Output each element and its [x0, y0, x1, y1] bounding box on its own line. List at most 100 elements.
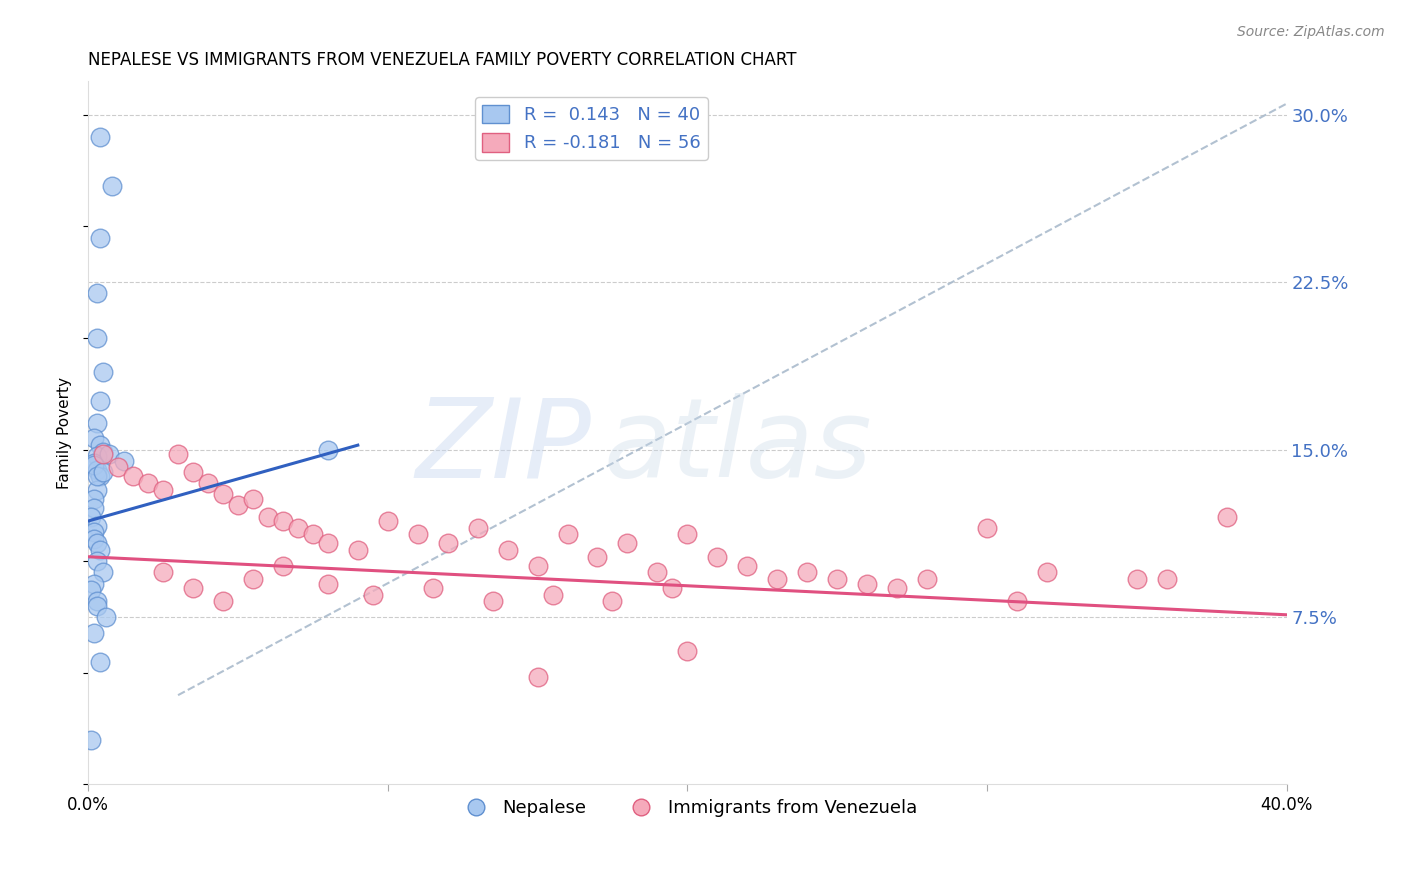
Point — [86, 450, 108, 464]
Point — [242, 491, 264, 506]
Point — [526, 670, 548, 684]
Point — [526, 558, 548, 573]
Point — [496, 543, 519, 558]
Point — [83, 525, 105, 540]
Point — [796, 566, 818, 580]
Point — [80, 509, 103, 524]
Point — [83, 576, 105, 591]
Point — [242, 572, 264, 586]
Point — [1005, 594, 1028, 608]
Point — [83, 500, 105, 515]
Point — [316, 536, 339, 550]
Point — [886, 581, 908, 595]
Point — [89, 655, 111, 669]
Point — [915, 572, 938, 586]
Point — [86, 331, 108, 345]
Point — [271, 558, 294, 573]
Point — [86, 554, 108, 568]
Point — [80, 583, 103, 598]
Point — [167, 447, 190, 461]
Point — [136, 476, 159, 491]
Point — [586, 549, 609, 564]
Text: Source: ZipAtlas.com: Source: ZipAtlas.com — [1237, 25, 1385, 39]
Point — [91, 447, 114, 461]
Point — [86, 518, 108, 533]
Point — [152, 483, 174, 497]
Point — [287, 521, 309, 535]
Point — [152, 566, 174, 580]
Point — [257, 509, 280, 524]
Point — [83, 458, 105, 473]
Point — [602, 594, 624, 608]
Point — [80, 732, 103, 747]
Point — [107, 460, 129, 475]
Point — [89, 230, 111, 244]
Point — [661, 581, 683, 595]
Point — [181, 581, 204, 595]
Point — [406, 527, 429, 541]
Point — [86, 416, 108, 430]
Text: NEPALESE VS IMMIGRANTS FROM VENEZUELA FAMILY POVERTY CORRELATION CHART: NEPALESE VS IMMIGRANTS FROM VENEZUELA FA… — [89, 51, 797, 69]
Point — [436, 536, 458, 550]
Text: ZIP: ZIP — [416, 393, 592, 500]
Point — [89, 469, 111, 483]
Point — [346, 543, 368, 558]
Point — [86, 469, 108, 483]
Point — [316, 576, 339, 591]
Point — [83, 456, 105, 470]
Point — [101, 179, 124, 194]
Point — [856, 576, 879, 591]
Point — [481, 594, 503, 608]
Point — [766, 572, 789, 586]
Point — [361, 588, 384, 602]
Point — [91, 465, 114, 479]
Point — [1215, 509, 1237, 524]
Point — [316, 442, 339, 457]
Legend: Nepalese, Immigrants from Venezuela: Nepalese, Immigrants from Venezuela — [450, 792, 924, 824]
Point — [91, 445, 114, 459]
Point — [86, 536, 108, 550]
Point — [541, 588, 564, 602]
Point — [86, 599, 108, 613]
Point — [197, 476, 219, 491]
Point — [737, 558, 759, 573]
Point — [89, 130, 111, 145]
Point — [557, 527, 579, 541]
Point — [83, 625, 105, 640]
Point — [86, 594, 108, 608]
Point — [86, 483, 108, 497]
Point — [83, 491, 105, 506]
Point — [1126, 572, 1149, 586]
Point — [89, 393, 111, 408]
Point — [89, 543, 111, 558]
Point — [467, 521, 489, 535]
Point — [706, 549, 728, 564]
Point — [676, 527, 699, 541]
Point — [122, 469, 145, 483]
Point — [377, 514, 399, 528]
Text: atlas: atlas — [603, 393, 872, 500]
Point — [83, 432, 105, 446]
Point — [91, 364, 114, 378]
Point — [271, 514, 294, 528]
Point — [616, 536, 638, 550]
Point — [98, 447, 121, 461]
Point — [86, 286, 108, 301]
Point — [212, 594, 235, 608]
Point — [647, 566, 669, 580]
Point — [83, 532, 105, 546]
Y-axis label: Family Poverty: Family Poverty — [58, 377, 72, 489]
Point — [181, 465, 204, 479]
Point — [112, 454, 135, 468]
Point — [226, 499, 249, 513]
Point — [86, 463, 108, 477]
Point — [94, 610, 117, 624]
Point — [422, 581, 444, 595]
Point — [212, 487, 235, 501]
Point — [89, 438, 111, 452]
Point — [676, 643, 699, 657]
Point — [976, 521, 998, 535]
Point — [1156, 572, 1178, 586]
Point — [91, 566, 114, 580]
Point — [825, 572, 848, 586]
